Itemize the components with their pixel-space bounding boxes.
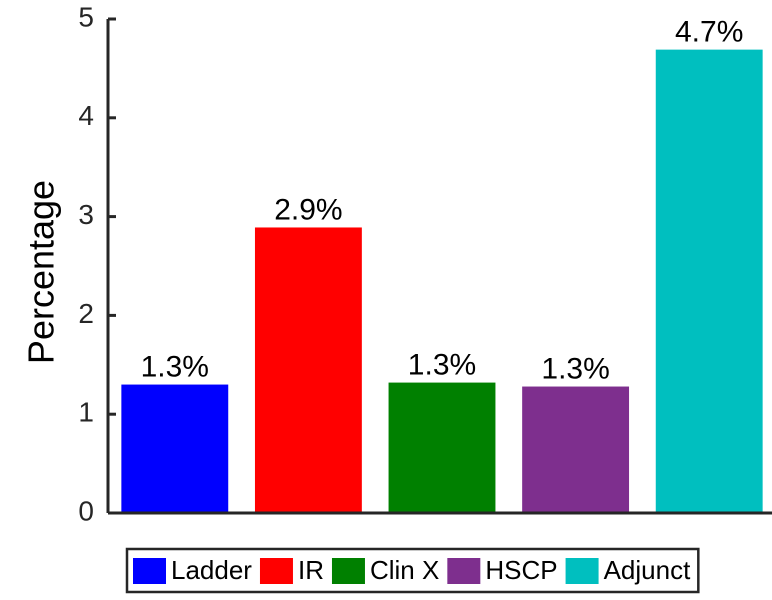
bar bbox=[254, 227, 362, 513]
legend-label: HSCP bbox=[485, 555, 557, 585]
y-tick-label: 4 bbox=[78, 100, 94, 131]
legend-swatch bbox=[133, 558, 166, 584]
y-tick-label: 0 bbox=[78, 495, 94, 526]
data-label: 2.9% bbox=[274, 193, 342, 226]
y-tick-label: 5 bbox=[78, 1, 94, 32]
bar bbox=[522, 386, 630, 513]
y-tick-label: 1 bbox=[78, 397, 94, 428]
legend-label: Clin X bbox=[370, 555, 439, 585]
legend-swatch bbox=[447, 558, 481, 584]
y-tick-label: 2 bbox=[78, 298, 94, 329]
data-label: 1.3% bbox=[541, 353, 609, 386]
legend-swatch bbox=[565, 558, 599, 584]
legend-swatch bbox=[331, 558, 365, 584]
y-tick-label: 3 bbox=[78, 199, 94, 230]
data-label: 4.7% bbox=[675, 16, 743, 49]
y-axis-label: Percentage bbox=[21, 180, 62, 364]
legend-box bbox=[125, 547, 700, 594]
legend: Ladder IR Clin X HSCP Adjunct bbox=[125, 547, 700, 594]
legend-label: IR bbox=[298, 555, 324, 585]
bar bbox=[388, 382, 496, 513]
legend-label: Ladder bbox=[171, 555, 252, 585]
data-label: 1.3% bbox=[141, 351, 209, 384]
legend-swatch bbox=[259, 558, 293, 584]
bar bbox=[121, 384, 229, 513]
legend-label: Adjunct bbox=[604, 555, 691, 585]
bar bbox=[655, 49, 763, 514]
data-label: 1.3% bbox=[408, 349, 476, 382]
